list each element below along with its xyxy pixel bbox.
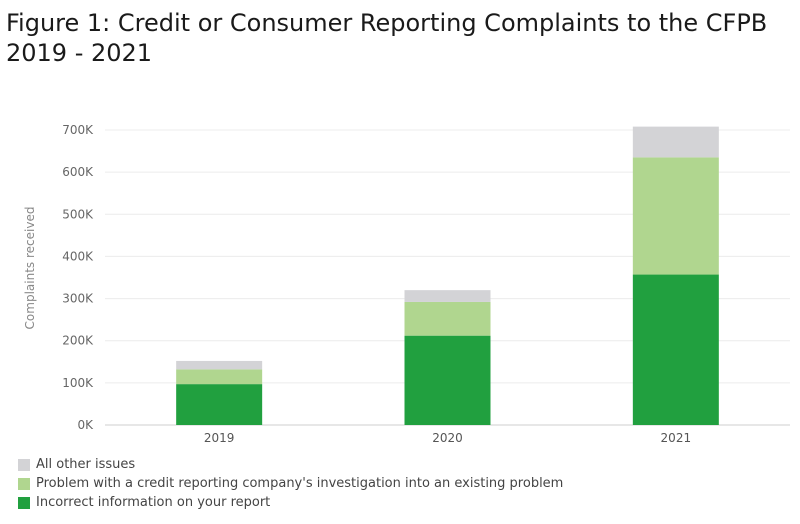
y-tick-label: 700K bbox=[62, 123, 94, 137]
bar-segment-2020-series-1 bbox=[404, 301, 491, 336]
bar-segment-2019-series-1 bbox=[176, 369, 263, 385]
y-tick-label: 500K bbox=[62, 207, 94, 221]
y-tick-label: 300K bbox=[62, 292, 94, 306]
y-tick-label: 400K bbox=[62, 249, 94, 263]
stacked-bar-chart: 0K 100K 200K 300K 400K 500K 600K 700K 2019 2020 20… bbox=[23, 123, 790, 445]
legend-label: All other issues bbox=[36, 457, 136, 472]
chart-title-line-2: 2019 - 2021 bbox=[6, 39, 153, 67]
y-tick-label: 100K bbox=[62, 376, 94, 390]
bar-segment-2019-series-0 bbox=[176, 384, 263, 425]
bar-segment-2019-series-2 bbox=[176, 360, 263, 370]
bar-segment-2020-series-2 bbox=[404, 290, 491, 302]
legend-item: Incorrect information on your report bbox=[18, 493, 563, 512]
chart-title-line-1: Figure 1: Credit or Consumer Reporting C… bbox=[6, 9, 768, 37]
legend-swatch bbox=[18, 496, 30, 509]
legend-item: Problem with a credit reporting company'… bbox=[18, 474, 563, 493]
y-tick-label: 200K bbox=[62, 334, 94, 348]
legend-swatch bbox=[18, 458, 30, 471]
chart-title: Figure 1: Credit or Consumer Reporting C… bbox=[6, 8, 767, 68]
legend-label: Problem with a credit reporting company'… bbox=[36, 476, 564, 491]
y-tick-label: 0K bbox=[77, 418, 94, 432]
legend-swatch bbox=[18, 477, 30, 490]
x-tick-label: 2020 bbox=[432, 431, 463, 445]
legend-item: All other issues bbox=[18, 455, 563, 474]
x-tick-label: 2021 bbox=[661, 431, 692, 445]
chart-legend: All other issues Problem with a credit re… bbox=[18, 455, 563, 512]
y-tick-label: 600K bbox=[62, 165, 94, 179]
bar-segment-2021-series-0 bbox=[632, 274, 719, 425]
bar-segment-2021-series-1 bbox=[632, 157, 719, 275]
bar-segment-2021-series-2 bbox=[632, 126, 719, 158]
bar-segment-2020-series-0 bbox=[404, 335, 491, 425]
x-tick-label: 2019 bbox=[204, 431, 235, 445]
legend-label: Incorrect information on your report bbox=[36, 495, 271, 510]
y-axis-label: Complaints received bbox=[23, 207, 37, 330]
